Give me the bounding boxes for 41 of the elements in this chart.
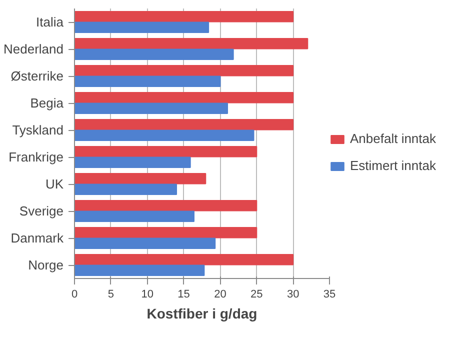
legend-label: Anbefalt inntak [350,131,436,146]
bar [74,254,294,266]
x-tick-label: 25 [250,288,263,300]
x-axis-title: Kostfiber i g/dag [146,306,258,322]
y-tick-label: Frankrige [8,150,64,164]
y-tick-label: Danmark [10,230,64,246]
bar [74,38,308,50]
x-tick-label: 15 [178,288,190,300]
y-tick-label: Nederland [4,42,64,56]
x-tick-label: 20 [214,288,226,300]
y-tick-label: UK [45,176,64,192]
bar [74,238,216,250]
x-tick-label: 10 [141,288,154,300]
bar [74,22,210,34]
bar [74,264,205,276]
bar [74,184,177,196]
y-tick-label: Begia [30,96,64,110]
y-tick-label: Østerrike [10,68,64,84]
bar [74,118,294,130]
y-tick-label: Norge [28,258,64,272]
bar [74,102,228,114]
x-tick-label: 35 [323,288,336,300]
bar [74,156,191,168]
x-tick-label: 0 [71,288,78,300]
y-tick-label: Italia [36,14,64,30]
bar [74,10,294,22]
bar [74,200,258,212]
bar [74,210,194,222]
bar [74,76,221,88]
legend-label: Estimert inntak [350,158,436,173]
bar [74,130,254,142]
bar [74,226,258,238]
x-tick-label: 5 [108,288,114,300]
bar [74,172,206,184]
y-tick-label: Tyskland [12,122,64,138]
bar [74,64,294,76]
bar [74,146,258,158]
bar [74,48,234,60]
y-tick-label: Sverige [19,204,64,218]
x-tick-label: 30 [286,288,300,300]
bar [74,92,294,104]
